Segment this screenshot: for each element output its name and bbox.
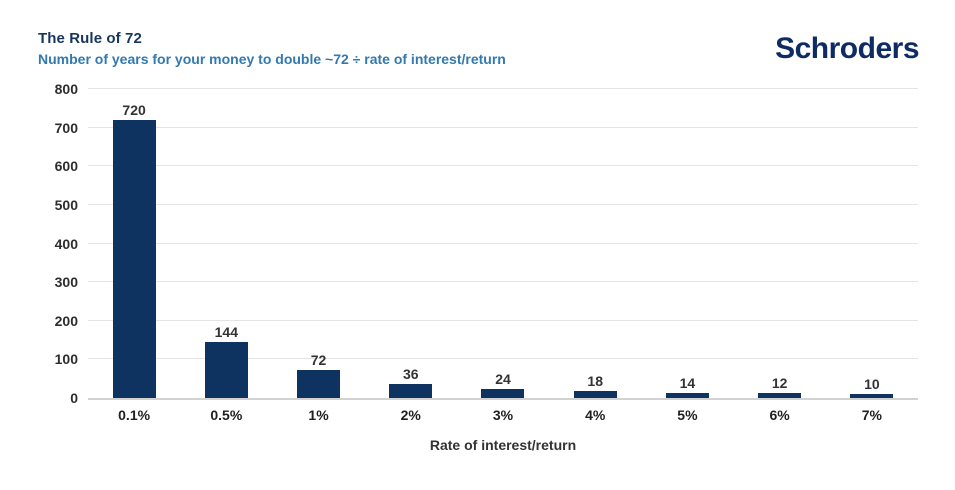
bar-column: 36: [365, 89, 457, 398]
bar-value-label: 720: [122, 101, 146, 118]
gridline: [88, 203, 918, 205]
y-axis: 0 100 200 300 400 500 600 700 800: [36, 82, 88, 405]
bar-column: 14: [641, 89, 733, 398]
bar-value-label: 18: [587, 373, 603, 390]
plot-area: 720 144 72 36 24 18 14 12 10: [88, 88, 918, 400]
bar-value-label: 10: [864, 376, 880, 393]
bar-column: 18: [549, 89, 641, 398]
bar-value-label: 12: [771, 375, 788, 392]
bar: [297, 370, 341, 398]
y-axis-tick-label: 600: [54, 158, 78, 175]
bar: [758, 393, 802, 398]
bar-value-label: 24: [495, 370, 511, 387]
bar: [389, 384, 433, 398]
schroders-logo: Schroders: [775, 32, 919, 65]
x-axis-tick-label: 0.1%: [118, 407, 151, 423]
bar-column: 720: [88, 89, 180, 398]
y-axis-tick-label: 100: [54, 351, 78, 368]
bar-chart: 0 100 200 300 400 500 600 700 800 720 144 72 36 24 18…: [36, 82, 918, 453]
x-axis-tick-label: 6%: [769, 407, 790, 423]
bar-column: 144: [180, 89, 272, 398]
y-axis-tick-label: 800: [54, 81, 78, 97]
x-axis-tick-label: 0.5%: [210, 407, 243, 423]
y-axis-tick-label: 700: [54, 119, 78, 136]
gridline: [88, 358, 918, 360]
x-axis-tick-label: 2%: [400, 407, 421, 423]
gridline: [88, 88, 918, 89]
x-axis-tick-label: 7%: [861, 407, 882, 423]
chart-plot-row: 0 100 200 300 400 500 600 700 800 720 144 72 36 24 18…: [36, 82, 918, 405]
bar-value-label: 144: [214, 324, 238, 341]
bar: [573, 391, 617, 398]
bar: [481, 388, 525, 398]
bars-container: 720 144 72 36 24 18 14 12 10: [88, 89, 918, 398]
bar: [112, 119, 156, 398]
y-axis-tick-label: 500: [54, 196, 78, 213]
y-axis-tick-label: 200: [54, 312, 78, 329]
gridline: [88, 319, 918, 321]
bar: [665, 392, 709, 398]
gridline: [88, 165, 918, 167]
y-axis-tick-label: 300: [54, 274, 78, 291]
bar-value-label: 36: [402, 366, 419, 383]
bar: [204, 342, 248, 398]
bar-column: 24: [457, 89, 549, 398]
x-axis-tick-label: 1%: [308, 407, 329, 423]
bar-value-label: 14: [679, 374, 696, 391]
bar-value-label: 72: [310, 352, 327, 369]
x-axis: 0.1% 0.5% 1% 2% 3% 4% 5% 6% 7%: [88, 400, 918, 423]
bar-column: 12: [734, 89, 826, 398]
bar-column: 72: [272, 89, 364, 398]
x-axis-tick-label: 4%: [585, 407, 606, 423]
x-axis-tick-label: 3%: [492, 407, 514, 423]
header-titles: The Rule of 72 Number of years for your …: [38, 30, 506, 67]
gridline: [88, 242, 918, 244]
gridline: [88, 126, 918, 128]
chart-title: The Rule of 72: [38, 30, 142, 47]
y-axis-tick-label: 400: [54, 235, 78, 252]
bar: [850, 394, 894, 398]
bar-column: 10: [826, 89, 918, 398]
gridline: [88, 281, 918, 283]
chart-subtitle: Number of years for your money to double…: [38, 51, 506, 67]
x-axis-title: Rate of interest/return: [429, 437, 577, 453]
y-axis-tick-label: 0: [70, 390, 78, 406]
header: The Rule of 72 Number of years for your …: [0, 0, 955, 67]
x-axis-tick-label: 5%: [677, 407, 698, 423]
